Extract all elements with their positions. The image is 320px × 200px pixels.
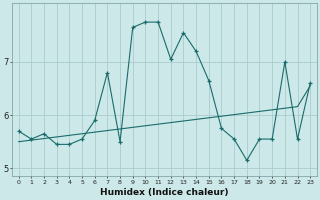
X-axis label: Humidex (Indice chaleur): Humidex (Indice chaleur) (100, 188, 229, 197)
